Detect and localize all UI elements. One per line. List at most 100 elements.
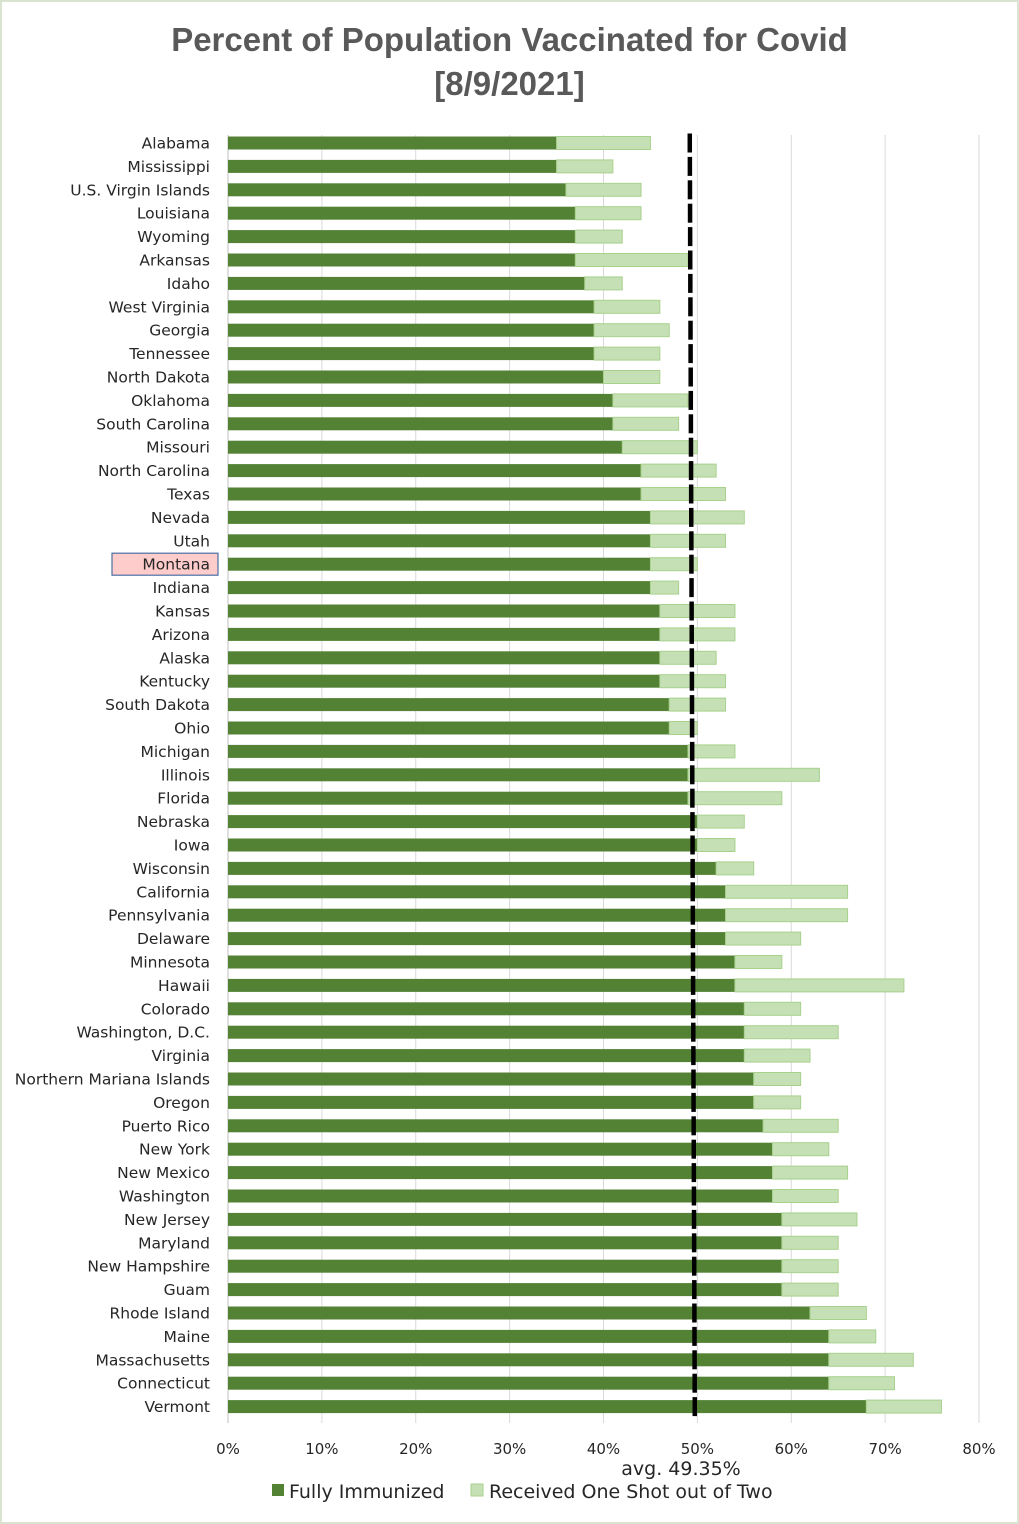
bar-fully-immunized [228, 978, 735, 992]
bar-one-shot [574, 229, 623, 244]
bar-fully-immunized [228, 604, 660, 618]
category-label: Northern Mariana Islands [15, 1071, 210, 1089]
category-label: Guam [164, 1281, 210, 1299]
bar-fully-immunized [228, 1049, 745, 1063]
category-label: Tennessee [128, 345, 210, 363]
category-label: Oklahoma [131, 392, 210, 410]
bar-fully-immunized [228, 417, 613, 431]
bar-one-shot [593, 346, 661, 361]
bar-fully-immunized [228, 1025, 745, 1039]
category-label: Delaware [137, 930, 210, 948]
bar-fully-immunized [228, 1072, 754, 1086]
bar-one-shot [659, 604, 736, 618]
bar-fully-immunized [228, 1376, 829, 1390]
bar-fully-immunized [228, 721, 670, 735]
bar-fully-immunized [228, 276, 585, 290]
bar-one-shot [865, 1399, 942, 1414]
chart-title: Percent of Population Vaccinated for Cov… [0, 18, 1019, 106]
bar-one-shot [649, 510, 745, 525]
category-label: Georgia [149, 322, 210, 340]
bar-fully-immunized [228, 627, 660, 641]
category-label: Texas [166, 486, 210, 504]
bar-fully-immunized [228, 510, 651, 524]
bar-one-shot [743, 1048, 811, 1063]
bar-one-shot [809, 1306, 867, 1320]
category-label: Colorado [141, 1000, 210, 1018]
average-marker [687, 133, 698, 1417]
bar-one-shot [687, 791, 783, 806]
bar-fully-immunized [228, 159, 557, 173]
bar-one-shot [771, 1142, 830, 1157]
bar-fully-immunized [228, 1306, 811, 1320]
x-tick-label: 30% [493, 1440, 526, 1458]
bar-fully-immunized [228, 440, 623, 454]
category-label: Pennsylvania [108, 907, 210, 925]
bar-fully-immunized [228, 1002, 745, 1016]
bar-one-shot [781, 1259, 839, 1274]
bar-one-shot [574, 206, 642, 221]
bar-fully-immunized [228, 206, 576, 220]
category-label: Rhode Island [110, 1305, 211, 1323]
x-tick-label: 70% [868, 1440, 901, 1458]
bar-fully-immunized [228, 1142, 773, 1156]
bar-one-shot [612, 416, 680, 431]
bar-fully-immunized [228, 136, 557, 150]
category-label: Connecticut [117, 1375, 210, 1393]
bar-one-shot [687, 767, 820, 782]
category-label: Mississippi [127, 158, 210, 176]
bar-fully-immunized [228, 861, 717, 875]
category-label: North Dakota [107, 369, 210, 387]
category-label: Wisconsin [133, 860, 210, 878]
bar-one-shot [584, 276, 623, 291]
bar-fully-immunized [228, 932, 726, 946]
bar-fully-immunized [228, 323, 595, 337]
bar-one-shot [771, 1189, 839, 1203]
legend-label-one-shot: Received One Shot out of Two [489, 1481, 773, 1503]
bar-fully-immunized [228, 791, 688, 805]
bar-one-shot [762, 1118, 839, 1133]
bar-one-shot [649, 557, 698, 572]
bar-one-shot [828, 1376, 896, 1391]
chart-title-line-1: Percent of Population Vaccinated for Cov… [171, 21, 848, 58]
bar-fully-immunized [228, 674, 660, 688]
category-label: Arkansas [139, 252, 210, 270]
bar-fully-immunized [228, 534, 651, 548]
category-label: Iowa [174, 837, 210, 855]
bar-fully-immunized [228, 347, 595, 361]
bar-fully-immunized [228, 1212, 782, 1226]
bar-one-shot [781, 1212, 858, 1227]
bar-one-shot [696, 838, 736, 852]
bar-one-shot [743, 1025, 839, 1040]
bar-one-shot [668, 697, 727, 712]
bar-one-shot [565, 182, 642, 197]
category-label: Massachusetts [95, 1351, 210, 1369]
category-label: Virginia [152, 1047, 210, 1065]
bar-one-shot [715, 861, 755, 876]
x-tick-label: 0% [216, 1440, 240, 1458]
x-tick-label: 10% [305, 1440, 338, 1458]
bar-fully-immunized [228, 300, 595, 314]
category-label: Montana [142, 556, 210, 574]
category-label: Alabama [142, 135, 210, 153]
bar-one-shot [696, 814, 745, 829]
category-label: Kansas [155, 603, 210, 621]
category-label: South Carolina [96, 415, 210, 433]
category-label: Nevada [151, 509, 210, 527]
bar-one-shot [828, 1352, 914, 1367]
bar-one-shot [687, 744, 736, 759]
bar-fully-immunized [228, 768, 688, 782]
x-tick-label: 80% [962, 1440, 995, 1458]
bar-fully-immunized [228, 230, 576, 244]
bar-one-shot [725, 931, 802, 946]
bar-one-shot [743, 1001, 802, 1016]
category-label: Hawaii [158, 977, 210, 995]
legend-swatch-one-shot [470, 1483, 484, 1497]
bar-one-shot [828, 1329, 877, 1344]
bar-fully-immunized [228, 1283, 782, 1297]
bar-one-shot [649, 533, 727, 548]
bar-fully-immunized [228, 1166, 773, 1180]
bar-one-shot [771, 1165, 849, 1180]
bar-one-shot [781, 1235, 839, 1250]
category-label: Idaho [167, 275, 210, 293]
